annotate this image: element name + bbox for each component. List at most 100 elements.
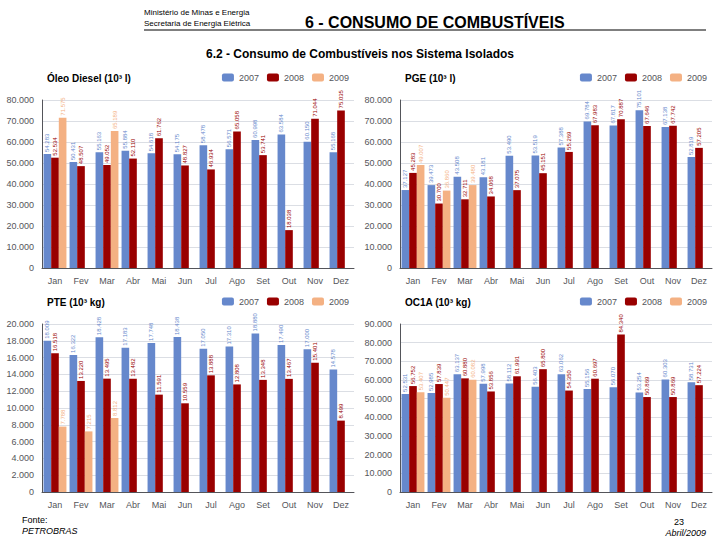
svg-text:60.998: 60.998	[252, 119, 258, 138]
svg-text:18.880: 18.880	[252, 312, 258, 331]
svg-text:Ago: Ago	[587, 276, 603, 286]
svg-text:75.035: 75.035	[338, 89, 344, 108]
svg-text:45.283: 45.283	[410, 152, 416, 171]
svg-text:18.009: 18.009	[44, 320, 50, 339]
svg-text:Mai: Mai	[152, 276, 167, 286]
svg-text:Óleo Diesel (10³ l): Óleo Diesel (10³ l)	[47, 72, 131, 84]
svg-text:11.591: 11.591	[156, 374, 162, 393]
svg-text:55.168: 55.168	[330, 131, 336, 150]
svg-text:16.000: 16.000	[6, 353, 34, 363]
svg-text:2008: 2008	[284, 297, 304, 307]
svg-text:39.480: 39.480	[470, 164, 476, 183]
svg-text:50.000: 50.000	[364, 394, 392, 404]
svg-text:55.884: 55.884	[122, 130, 128, 149]
svg-text:2007: 2007	[597, 297, 617, 307]
svg-text:Dez: Dez	[333, 276, 350, 286]
svg-text:10.559: 10.559	[182, 382, 188, 401]
svg-text:Fev: Fev	[73, 500, 89, 510]
svg-text:Jan: Jan	[48, 500, 63, 510]
svg-text:16.518: 16.518	[52, 332, 58, 351]
svg-text:80.000: 80.000	[6, 95, 34, 105]
svg-text:48.827: 48.827	[182, 144, 188, 163]
svg-text:63.584: 63.584	[278, 113, 284, 132]
svg-text:60.000: 60.000	[364, 375, 392, 385]
svg-text:55.156: 55.156	[584, 368, 590, 387]
svg-text:Set: Set	[614, 500, 628, 510]
svg-text:10.000: 10.000	[364, 468, 392, 478]
svg-text:Nov: Nov	[665, 276, 682, 286]
svg-text:Abril/2009: Abril/2009	[664, 528, 706, 538]
svg-text:50.000: 50.000	[6, 158, 34, 168]
svg-text:30.000: 30.000	[6, 200, 34, 210]
svg-text:0: 0	[387, 487, 392, 497]
svg-text:Abr: Abr	[484, 276, 498, 286]
svg-text:Set: Set	[256, 500, 270, 510]
svg-text:Fev: Fev	[431, 500, 447, 510]
svg-text:2009: 2009	[329, 297, 349, 307]
svg-text:14.578: 14.578	[330, 349, 336, 368]
svg-text:53.741: 53.741	[260, 134, 266, 153]
svg-text:Mai: Mai	[152, 500, 167, 510]
svg-text:40.000: 40.000	[364, 412, 392, 422]
svg-text:84.340: 84.340	[618, 314, 624, 333]
svg-text:18.038: 18.038	[286, 209, 292, 228]
svg-text:12.808: 12.808	[234, 363, 240, 382]
svg-text:Jan: Jan	[406, 500, 421, 510]
svg-text:49.007: 49.007	[418, 144, 424, 163]
svg-text:18.438: 18.438	[174, 316, 180, 335]
svg-text:10.000: 10.000	[6, 242, 34, 252]
svg-text:Ministério de Minas e Energia: Ministério de Minas e Energia	[144, 8, 250, 17]
svg-text:90.000: 90.000	[364, 319, 392, 329]
svg-text:Out: Out	[640, 276, 655, 286]
svg-text:Jun: Jun	[178, 276, 193, 286]
svg-text:Dez: Dez	[691, 276, 708, 286]
svg-text:53.490: 53.490	[506, 135, 512, 154]
svg-text:6.2 - Consumo de Combustíveis: 6.2 - Consumo de Combustíveis nos Sistem…	[206, 47, 514, 61]
svg-text:67.983: 67.983	[592, 104, 598, 123]
svg-text:16.322: 16.322	[70, 334, 76, 353]
svg-text:Mar: Mar	[457, 500, 473, 510]
svg-text:60.303: 60.303	[662, 358, 668, 377]
svg-text:13.220: 13.220	[78, 360, 84, 379]
svg-text:80.000: 80.000	[364, 95, 392, 105]
svg-text:57.998: 57.998	[480, 363, 486, 382]
svg-text:Dez: Dez	[333, 500, 350, 510]
svg-text:13.467: 13.467	[286, 358, 292, 377]
svg-text:52.985: 52.985	[428, 372, 434, 391]
svg-text:10.000: 10.000	[6, 403, 34, 413]
svg-text:58.478: 58.478	[200, 124, 206, 143]
svg-text:8.000: 8.000	[11, 420, 34, 430]
svg-text:57.388: 57.388	[558, 126, 564, 145]
svg-text:18.428: 18.428	[96, 316, 102, 335]
svg-text:2007: 2007	[239, 297, 259, 307]
svg-text:13.495: 13.495	[104, 358, 110, 377]
svg-text:63.062: 63.062	[558, 353, 564, 372]
svg-text:2009: 2009	[687, 73, 707, 83]
svg-text:17.183: 17.183	[122, 327, 128, 346]
svg-text:53.856: 53.856	[488, 370, 494, 389]
svg-text:18.000: 18.000	[6, 336, 34, 346]
svg-text:55.269: 55.269	[566, 131, 572, 150]
svg-text:55.163: 55.163	[96, 131, 102, 150]
svg-text:Dez: Dez	[691, 500, 708, 510]
svg-text:10.000: 10.000	[364, 242, 392, 252]
svg-text:67.138: 67.138	[662, 106, 668, 125]
svg-text:50.000: 50.000	[364, 158, 392, 168]
svg-text:8.499: 8.499	[338, 403, 344, 419]
svg-text:Abr: Abr	[126, 500, 140, 510]
svg-text:54.618: 54.618	[148, 132, 154, 151]
svg-text:43.508: 43.508	[454, 156, 460, 175]
svg-text:Out: Out	[282, 500, 297, 510]
svg-text:52.534: 52.534	[52, 137, 58, 156]
svg-text:Mar: Mar	[99, 500, 115, 510]
svg-text:20.000: 20.000	[6, 319, 34, 329]
svg-text:54.283: 54.283	[44, 133, 50, 152]
svg-text:70.000: 70.000	[364, 116, 392, 126]
svg-text:46.934: 46.934	[208, 148, 214, 167]
svg-text:PETROBRAS: PETROBRAS	[22, 526, 78, 536]
svg-text:54.175: 54.175	[174, 133, 180, 152]
svg-text:67.742: 67.742	[670, 105, 676, 124]
svg-text:Set: Set	[614, 276, 628, 286]
svg-text:15.401: 15.401	[312, 342, 318, 361]
svg-text:32.711: 32.711	[462, 179, 468, 198]
